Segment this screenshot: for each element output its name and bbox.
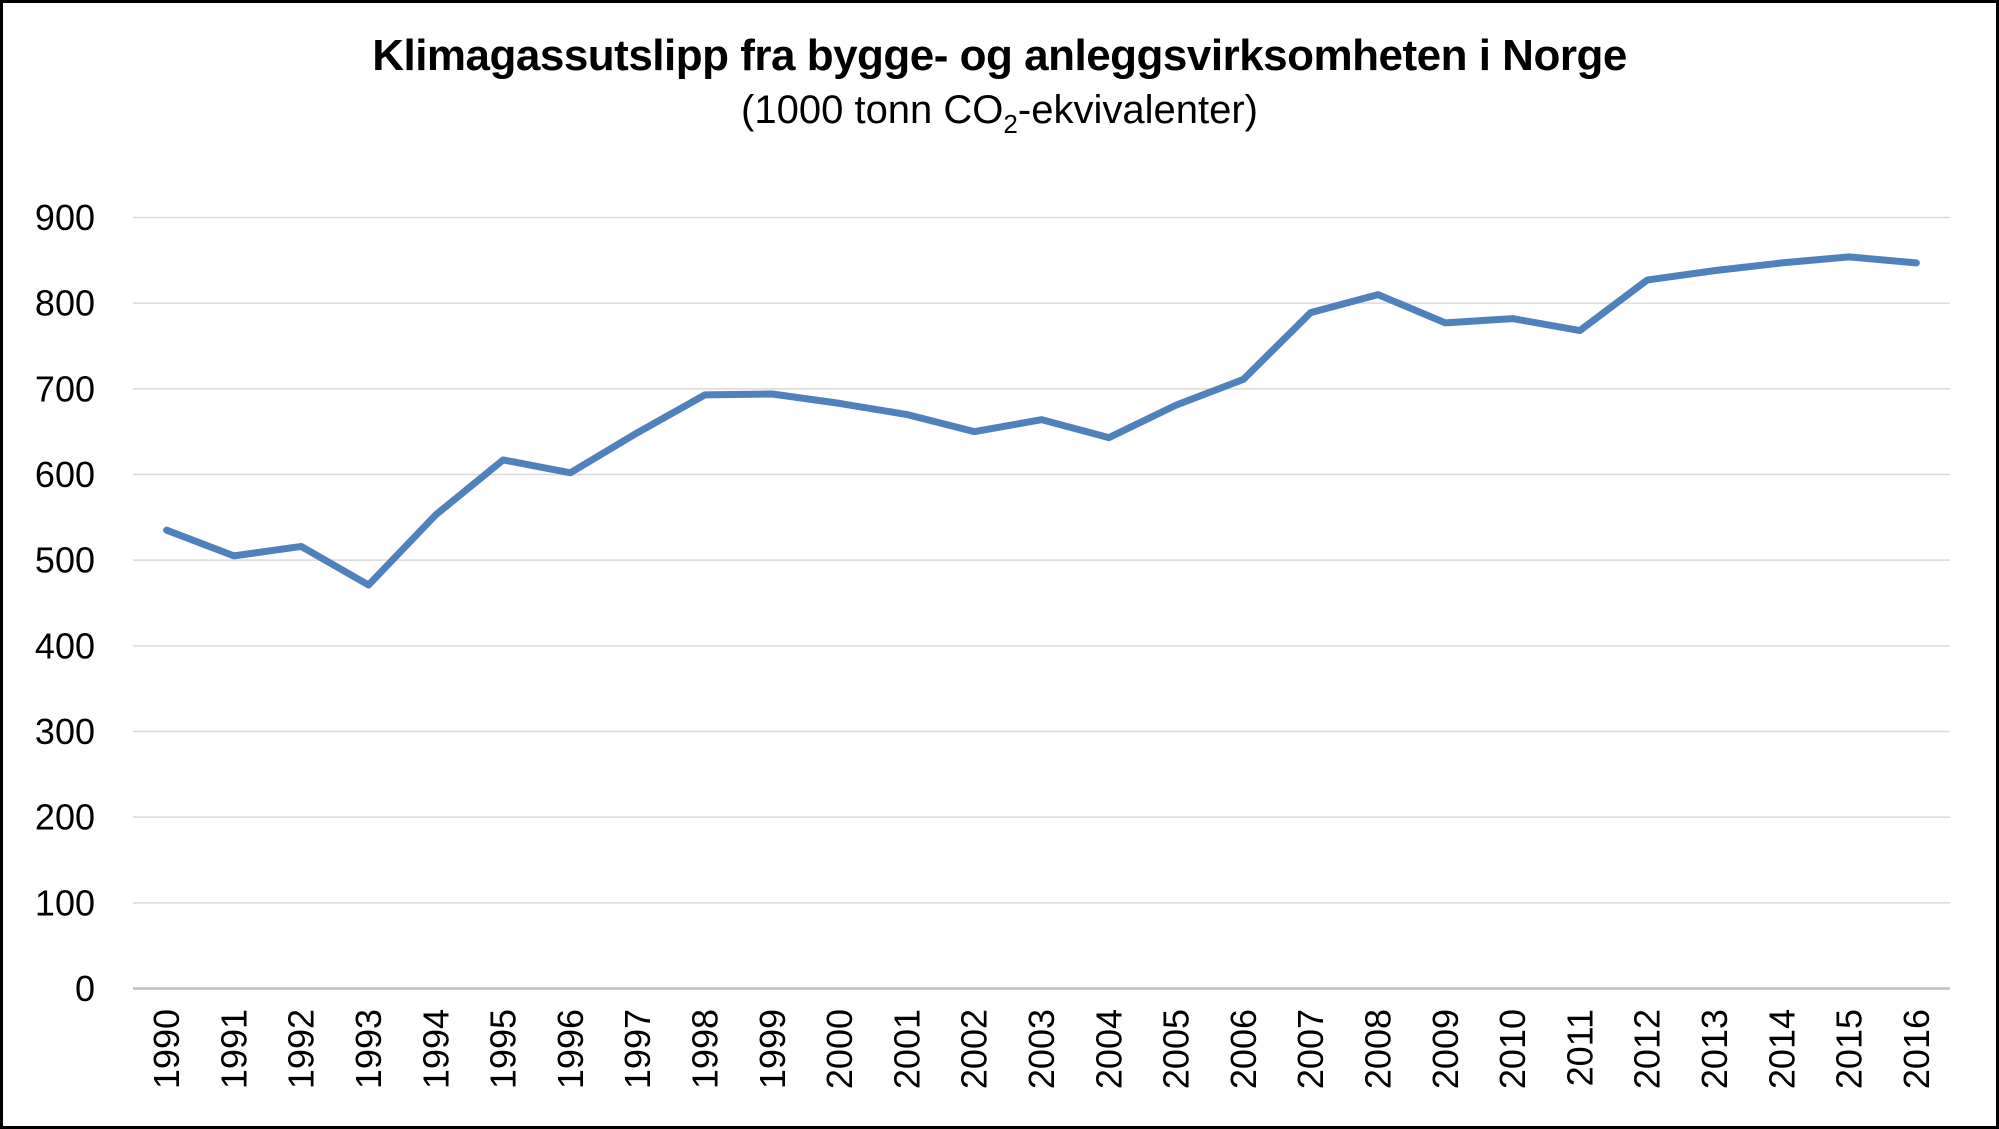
- y-axis-tick-label: 600: [35, 454, 95, 495]
- x-axis-tick-label: 1997: [617, 1009, 658, 1089]
- y-axis-tick-label: 300: [35, 711, 95, 752]
- x-axis-tick-label: 2004: [1088, 1009, 1129, 1089]
- x-axis-labels: 1990 1991 1992 1993 1994 1995 1996 1997 1998 1999…: [146, 1009, 1937, 1089]
- emissions-line: [163, 253, 1920, 589]
- x-axis-tick-label: 2012: [1627, 1009, 1668, 1089]
- x-axis-tick-label: 1992: [281, 1009, 322, 1089]
- x-axis-tick-label: 1991: [213, 1009, 254, 1089]
- subtitle-text-left: (1000 tonn CO: [741, 87, 1004, 132]
- y-axis-tick-label: 700: [35, 368, 95, 409]
- x-axis-tick-label: 2001: [886, 1009, 927, 1089]
- x-axis-tick-label: 1994: [415, 1009, 456, 1089]
- x-axis-tick-label: 2014: [1761, 1009, 1802, 1089]
- x-axis-tick-label: 2007: [1290, 1009, 1331, 1089]
- y-axis-tick-label: 0: [75, 968, 95, 1009]
- subtitle-text-right: -ekvivalenter): [1017, 87, 1258, 132]
- x-axis-tick-label: 1999: [752, 1009, 793, 1089]
- x-axis-tick-label: 2010: [1492, 1009, 1533, 1089]
- x-axis-tick-label: 1990: [146, 1009, 187, 1089]
- y-axis-tick-label: 400: [35, 625, 95, 666]
- x-axis-tick-label: 2011: [1559, 1009, 1600, 1086]
- y-axis-tick-label: 500: [35, 540, 95, 581]
- x-axis-tick-label: 2002: [954, 1009, 995, 1089]
- x-axis-tick-label: 2009: [1425, 1009, 1466, 1089]
- x-axis-tick-label: 1995: [483, 1009, 524, 1089]
- y-axis-tick-label: 800: [35, 283, 95, 324]
- subtitle-subscript: 2: [1003, 108, 1018, 139]
- x-axis-tick-label: 2008: [1357, 1009, 1398, 1089]
- x-axis-tick-label: 2015: [1829, 1009, 1870, 1089]
- x-axis-tick-label: 2000: [819, 1009, 860, 1089]
- x-axis-tick-label: 2006: [1223, 1009, 1264, 1089]
- y-axis-tick-label: 900: [35, 197, 95, 238]
- x-axis-tick-label: 2005: [1156, 1009, 1197, 1089]
- x-axis-tick-label: 1993: [348, 1009, 389, 1089]
- x-axis-tick-label: 2013: [1694, 1009, 1735, 1089]
- x-axis-tick-label: 1998: [685, 1009, 726, 1089]
- x-axis-tick-label: 1996: [550, 1009, 591, 1089]
- chart-title: Klimagassutslipp fra bygge- og anleggsvi…: [372, 31, 1627, 80]
- y-axis-labels: 0 100 200 300 400 500 600 700 800 900: [35, 197, 95, 1009]
- chart-header: Klimagassutslipp fra bygge- og anleggsvi…: [3, 31, 1996, 138]
- chart-subtitle: (1000 tonn CO2-ekvivalenter): [3, 87, 1996, 138]
- x-axis-tick-label: 2016: [1896, 1009, 1937, 1089]
- gridlines: [133, 216, 1950, 990]
- y-axis-tick-label: 200: [35, 797, 95, 838]
- y-axis-tick-label: 100: [35, 882, 95, 923]
- x-axis-tick-label: 2003: [1021, 1009, 1062, 1089]
